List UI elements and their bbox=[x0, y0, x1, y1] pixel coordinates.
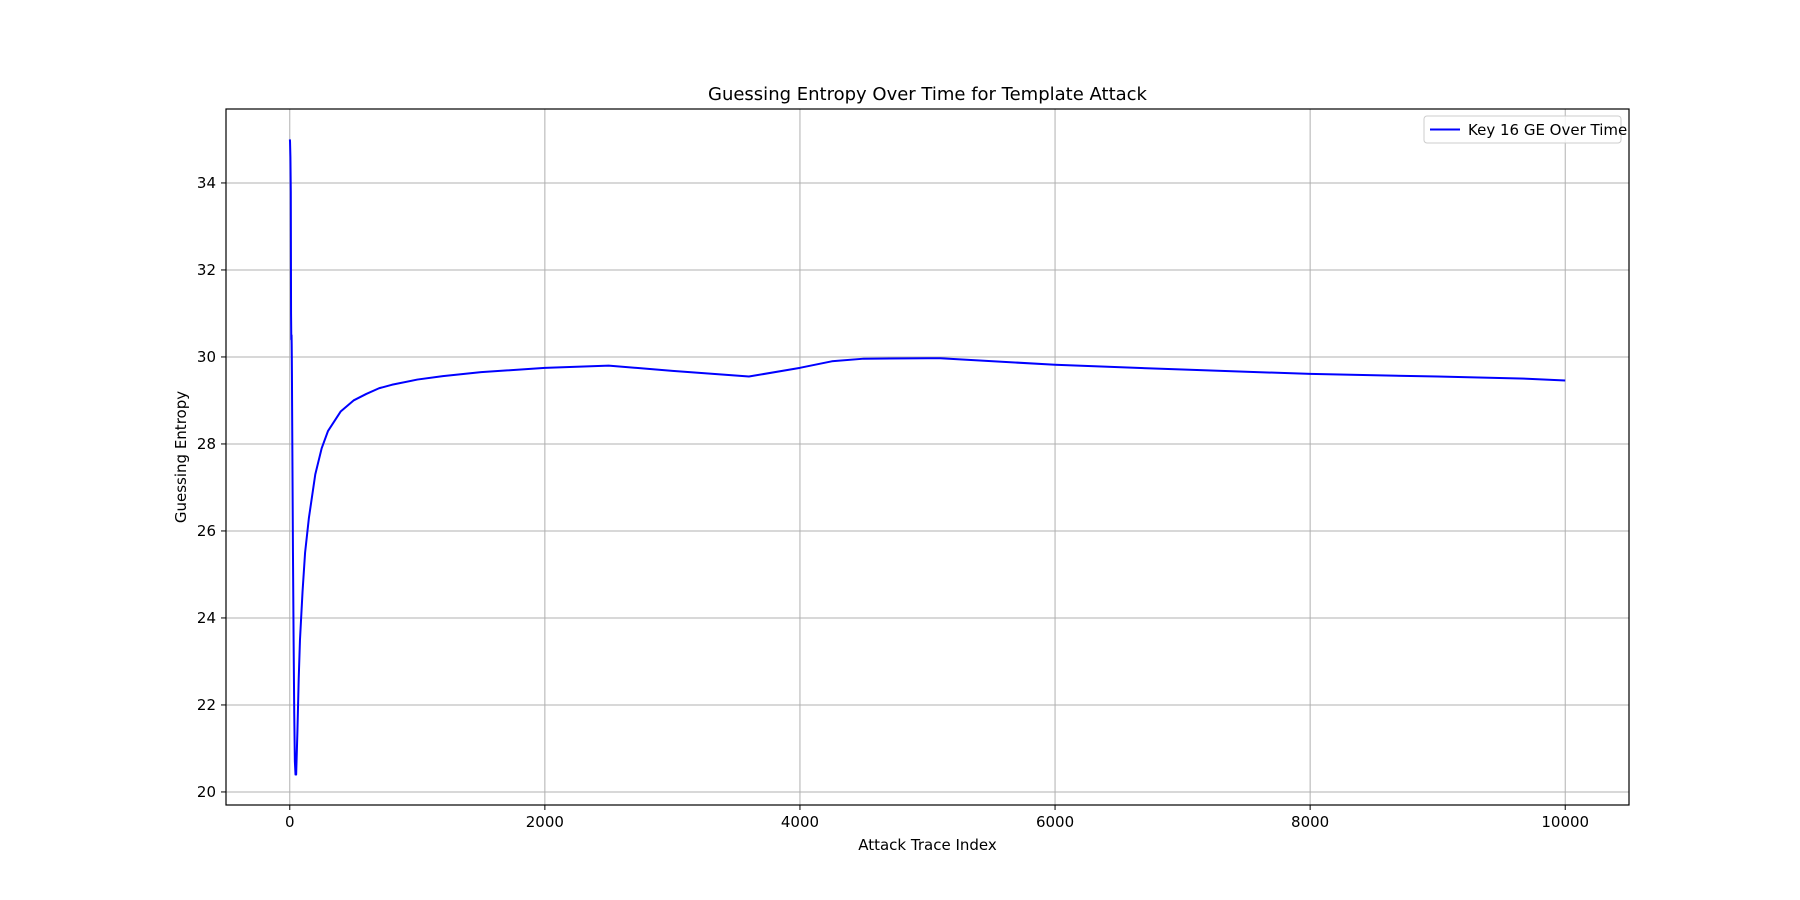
y-tick-label: 20 bbox=[197, 783, 216, 801]
x-tick-label: 2000 bbox=[526, 813, 564, 831]
y-tick-label: 28 bbox=[197, 435, 216, 453]
legend: Key 16 GE Over Time bbox=[1424, 116, 1627, 143]
y-tick-label: 24 bbox=[197, 609, 216, 627]
legend-label-key-16: Key 16 GE Over Time bbox=[1468, 121, 1627, 139]
y-tick-label: 22 bbox=[197, 696, 216, 714]
y-tick-label: 32 bbox=[197, 261, 216, 279]
y-tick-label: 34 bbox=[197, 174, 216, 192]
x-tick-label: 4000 bbox=[781, 813, 819, 831]
y-tick-label: 30 bbox=[197, 348, 216, 366]
chart-title: Guessing Entropy Over Time for Template … bbox=[708, 84, 1148, 105]
x-tick-label: 8000 bbox=[1291, 813, 1329, 831]
x-tick-label: 6000 bbox=[1036, 813, 1074, 831]
y-axis-label: Guessing Entropy bbox=[172, 391, 190, 523]
x-tick-label: 0 bbox=[285, 813, 295, 831]
x-tick-label: 10000 bbox=[1541, 813, 1589, 831]
y-tick-label: 26 bbox=[197, 522, 216, 540]
x-axis-label: Attack Trace Index bbox=[858, 836, 997, 854]
